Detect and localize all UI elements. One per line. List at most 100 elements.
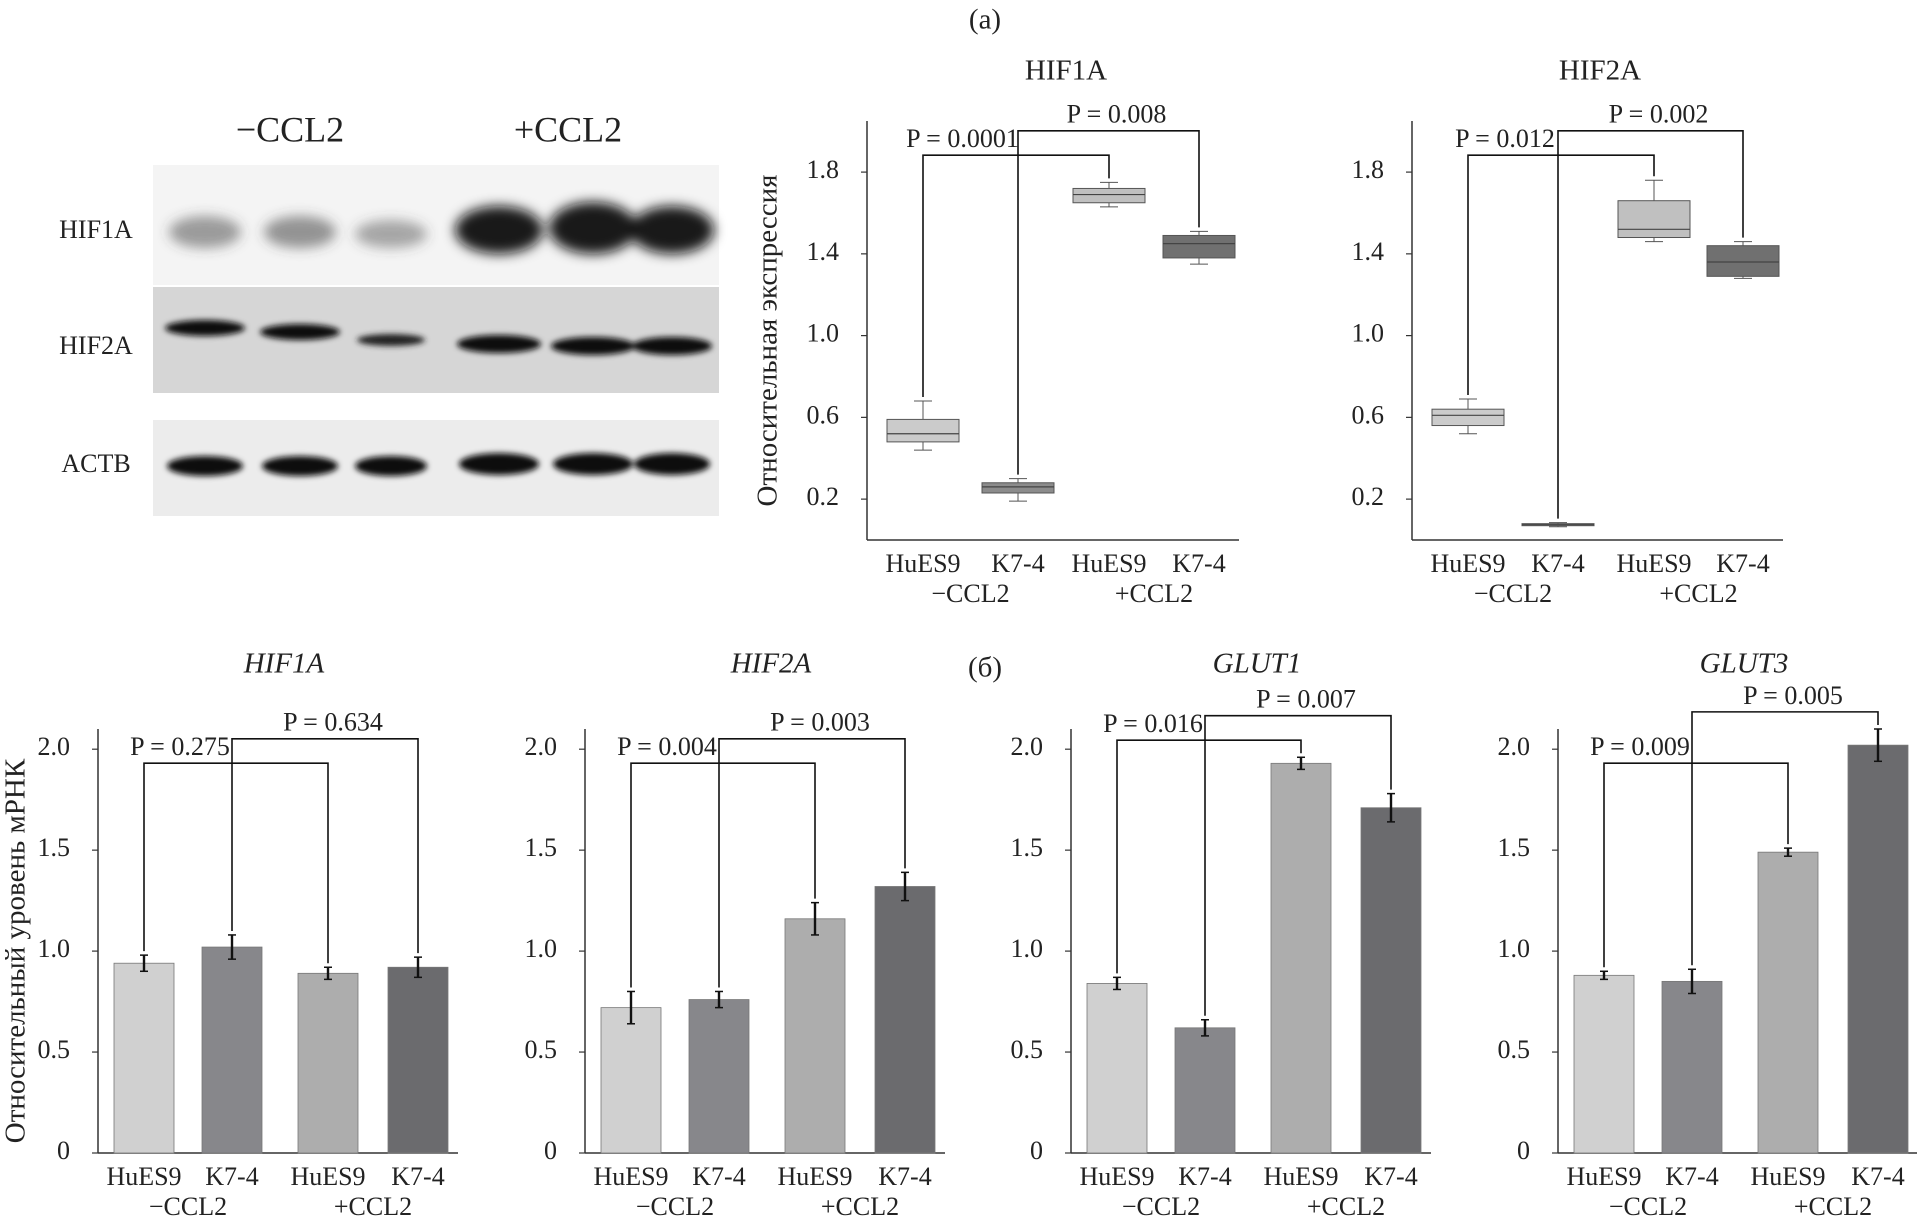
y-tick-label: 1.0 <box>1011 934 1044 963</box>
bar <box>1757 851 1819 1154</box>
blot-group-label: +CCL2 <box>514 109 622 149</box>
box <box>1706 245 1780 277</box>
y-tick-label: 1.0 <box>38 934 71 963</box>
x-tick-label: HuES9 <box>777 1162 852 1191</box>
group-label: −CCL2 <box>1122 1192 1200 1221</box>
x-tick-label: HuES9 <box>1616 549 1691 578</box>
x-tick-label: HuES9 <box>1079 1162 1154 1191</box>
bar <box>297 972 359 1154</box>
x-tick-label: K7-4 <box>1178 1162 1231 1191</box>
y-tick-label: 1.0 <box>1352 319 1385 348</box>
bar <box>1847 744 1909 1154</box>
p-value-label: P = 0.634 <box>283 708 383 737</box>
y-tick-label: 2.0 <box>1498 732 1531 761</box>
chart: HIF1A Относительная экспрессия 0.2 0.6 1.0 1.… <box>752 55 1239 608</box>
group-label: −CCL2 <box>149 1192 227 1221</box>
y-tick-label: 0.6 <box>1352 400 1385 429</box>
x-tick-label: K7-4 <box>1172 549 1225 578</box>
x-tick-label: K7-4 <box>692 1162 745 1191</box>
x-tick-label: HuES9 <box>1430 549 1505 578</box>
y-tick-label: 0 <box>1517 1136 1530 1165</box>
significance-bracket <box>1017 129 1200 475</box>
x-tick-label: HuES9 <box>1750 1162 1825 1191</box>
bar <box>600 1007 662 1154</box>
group-label: −CCL2 <box>931 579 1009 608</box>
blot-bands <box>165 320 712 476</box>
bar <box>1270 762 1332 1154</box>
y-tick-label: 0.5 <box>1498 1035 1531 1064</box>
y-tick-label: 1.0 <box>1498 934 1531 963</box>
x-tick-label: HuES9 <box>106 1162 181 1191</box>
y-tick-label: 0.2 <box>807 482 840 511</box>
y-tick-label: 0 <box>1030 1136 1043 1165</box>
p-value-label: P = 0.009 <box>1590 732 1690 761</box>
y-tick-label: 1.5 <box>38 833 71 862</box>
p-value-label: P = 0.005 <box>1743 681 1843 710</box>
bar <box>1360 807 1422 1154</box>
box <box>1431 408 1505 427</box>
chart-title: HIF2A <box>1559 55 1641 87</box>
group-label: −CCL2 <box>1474 579 1552 608</box>
x-tick-label: K7-4 <box>391 1162 444 1191</box>
significance-bracket <box>922 154 1110 398</box>
y-tick-label: 1.0 <box>525 934 558 963</box>
p-value-label: P = 0.0001 <box>906 124 1019 153</box>
significance-bracket <box>1467 154 1655 395</box>
chart-title: HIF2A <box>730 648 812 680</box>
panel-label: (a) <box>969 4 1001 36</box>
bar <box>784 918 846 1154</box>
x-tick-label: K7-4 <box>991 549 1044 578</box>
significance-bracket <box>630 762 816 988</box>
bar <box>1661 980 1723 1154</box>
blot-group-label: −CCL2 <box>236 109 344 149</box>
y-tick-label: 2.0 <box>38 732 71 761</box>
x-tick-label: HuES9 <box>885 549 960 578</box>
group-label: +CCL2 <box>821 1192 899 1221</box>
box <box>981 482 1055 494</box>
p-value-label: P = 0.007 <box>1256 685 1356 714</box>
significance-bracket <box>1557 129 1744 519</box>
group-label: +CCL2 <box>1307 1192 1385 1221</box>
group-label: +CCL2 <box>1794 1192 1872 1221</box>
group-label: +CCL2 <box>334 1192 412 1221</box>
group-label: −CCL2 <box>636 1192 714 1221</box>
y-tick-label: 1.0 <box>807 319 840 348</box>
y-tick-label: 0.5 <box>1011 1035 1044 1064</box>
western-blot: −CCL2 +CCL2 HIF1A HIF2A ACTB <box>59 109 719 516</box>
y-tick-label: 0.5 <box>525 1035 558 1064</box>
panel-label: (б) <box>968 652 1002 684</box>
blot-row-label: HIF1A <box>59 215 133 244</box>
blot-bands <box>169 202 714 254</box>
y-tick-label: 0.6 <box>807 400 840 429</box>
blot-strip <box>153 287 719 393</box>
x-tick-label: K7-4 <box>1851 1162 1904 1191</box>
x-tick-label: HuES9 <box>290 1162 365 1191</box>
y-tick-label: 0.5 <box>38 1035 71 1064</box>
x-tick-label: K7-4 <box>878 1162 931 1191</box>
p-value-label: P = 0.002 <box>1609 100 1709 129</box>
p-value-label: P = 0.008 <box>1067 100 1167 129</box>
x-tick-label: HuES9 <box>1263 1162 1338 1191</box>
significance-bracket <box>1691 711 1879 966</box>
significance-bracket <box>143 762 329 964</box>
significance-bracket <box>1116 739 1302 974</box>
significance-bracket <box>231 737 419 954</box>
p-value-label: P = 0.012 <box>1455 124 1555 153</box>
chart-title: GLUT1 <box>1213 648 1302 680</box>
group-label: +CCL2 <box>1115 579 1193 608</box>
y-axis-label: Относительный уровень мРНК <box>0 758 32 1143</box>
y-tick-label: 2.0 <box>525 732 558 761</box>
group-label: −CCL2 <box>1609 1192 1687 1221</box>
y-tick-label: 0 <box>57 1136 70 1165</box>
bar <box>387 966 449 1154</box>
x-tick-label: HuES9 <box>593 1162 668 1191</box>
blot-row-label: ACTB <box>61 449 130 478</box>
y-tick-label: 1.4 <box>1352 237 1385 266</box>
chart-title: HIF1A <box>1025 55 1107 87</box>
p-value-label: P = 0.016 <box>1103 709 1203 738</box>
chart-title: GLUT3 <box>1700 648 1789 680</box>
x-tick-label: K7-4 <box>1364 1162 1417 1191</box>
